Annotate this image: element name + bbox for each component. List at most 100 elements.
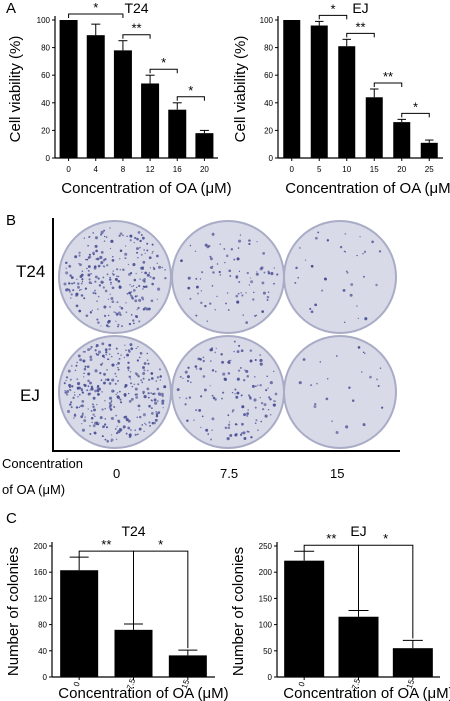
colony-dot	[116, 275, 118, 278]
colony-dot	[265, 389, 268, 392]
colony-dot	[107, 314, 110, 317]
colony-dot	[230, 248, 234, 251]
colony-dot	[115, 438, 118, 441]
colony-dot	[236, 391, 240, 395]
colony-dot	[158, 368, 161, 371]
bar	[338, 46, 356, 158]
colony-dot	[106, 358, 109, 361]
colony-dot	[227, 426, 231, 430]
bar	[392, 648, 433, 677]
colony-dot	[97, 353, 100, 356]
colony-dot	[348, 386, 351, 390]
colony-dot	[99, 372, 102, 375]
colony-dot	[359, 236, 361, 238]
colony-dot	[381, 406, 384, 409]
colony-dot	[68, 282, 71, 285]
colony-dot	[148, 404, 151, 408]
colony-dot	[116, 301, 119, 304]
colony-dot	[142, 390, 145, 394]
colony-dot	[351, 399, 355, 402]
colony-dot	[263, 271, 266, 274]
colony-dot	[184, 370, 188, 374]
colony-dot	[75, 294, 78, 297]
colony-dot	[83, 372, 85, 375]
colony-dot	[234, 433, 238, 437]
colony-dot	[136, 416, 139, 419]
colony-dot	[246, 271, 249, 275]
colony-dot	[249, 349, 253, 352]
colony-dot	[195, 314, 198, 317]
colony-dot	[109, 247, 112, 250]
bar	[283, 20, 301, 158]
colony-dot	[260, 266, 264, 270]
plate-conc-15: 15	[330, 466, 345, 481]
chart-c-ej: EJ 0 50 100 150 200 250 Number of colonies 0 7.5 1…	[230, 523, 450, 701]
colony-dot	[323, 277, 327, 281]
y-tick-label: 0	[269, 154, 274, 163]
colony-dot	[87, 273, 91, 277]
colony-dot	[236, 350, 240, 354]
colony-dot	[89, 389, 91, 392]
colony-dot	[124, 245, 127, 247]
colony-dot	[92, 396, 96, 400]
colony-dot	[269, 413, 272, 416]
bar	[113, 50, 132, 158]
colony-dot	[227, 309, 230, 311]
y-tick-label: 250	[259, 542, 273, 551]
significance-label: **	[383, 69, 393, 84]
colony-dot	[138, 284, 141, 288]
colony-dot	[106, 320, 110, 324]
colony-dot	[118, 234, 121, 237]
colony-dot	[69, 386, 71, 388]
colony-dot	[270, 272, 274, 276]
colony-dot	[93, 408, 96, 412]
x-tick-label: 16	[173, 165, 182, 174]
colony-dot	[130, 382, 132, 385]
colony-dot	[141, 424, 144, 426]
colony-dot	[63, 282, 67, 286]
colony-dot	[134, 393, 137, 396]
colony-dot	[140, 233, 143, 236]
colony-dot	[78, 254, 81, 257]
colony-dot	[159, 394, 161, 397]
colony-dot	[273, 400, 275, 402]
colony-dot	[86, 258, 89, 261]
colony-dot	[90, 417, 94, 420]
colony-dot	[106, 439, 110, 443]
colony-dot	[101, 354, 105, 358]
colony-dot	[143, 362, 147, 365]
colony-dot	[133, 278, 137, 282]
colony-dot	[116, 395, 120, 399]
colony-dot	[361, 371, 363, 373]
colony-dot	[211, 265, 214, 268]
plate-row-label-t24: T24	[16, 262, 46, 281]
colony-dot	[127, 349, 130, 352]
colony-dot	[268, 396, 271, 399]
colony-dot	[146, 387, 150, 391]
colony-dot	[200, 301, 203, 305]
chart-c-t24: T24 0 40 80 120 160 200 Number of colonies 0 7.5 1…	[5, 523, 229, 701]
culture-plate	[283, 220, 397, 334]
colony-dot	[161, 266, 164, 269]
colony-dot	[187, 286, 191, 290]
colony-dot	[214, 351, 216, 354]
colony-dot	[362, 275, 365, 278]
colony-dot	[99, 255, 103, 260]
colony-dot	[83, 350, 86, 353]
colony-dot	[145, 423, 147, 426]
colony-dot	[151, 412, 154, 415]
colony-dot	[379, 367, 382, 369]
colony-dot	[259, 354, 261, 356]
significance-bracket	[318, 14, 348, 20]
colony-dot	[202, 375, 206, 378]
colony-dot	[80, 288, 82, 291]
colony-dot	[98, 387, 101, 391]
colony-dot	[220, 353, 223, 356]
colony-dot	[200, 426, 202, 429]
colony-dot	[91, 421, 93, 424]
colony-dot	[101, 435, 104, 438]
y-tick-label: 120	[34, 594, 48, 603]
colony-dot	[219, 243, 222, 246]
colony-dot	[123, 416, 126, 419]
colony-dot	[269, 398, 272, 401]
